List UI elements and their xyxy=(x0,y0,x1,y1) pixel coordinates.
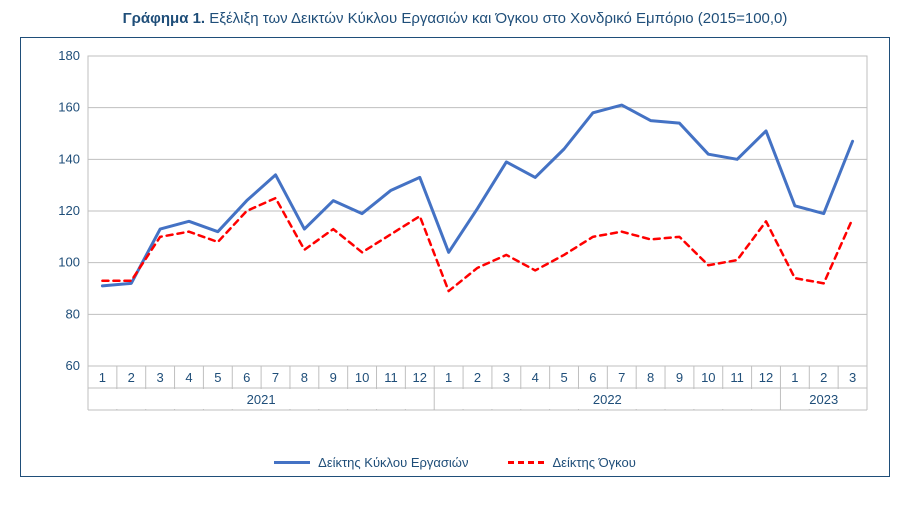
svg-text:3: 3 xyxy=(503,370,510,385)
svg-text:3: 3 xyxy=(849,370,856,385)
svg-text:2022: 2022 xyxy=(593,392,622,407)
svg-text:9: 9 xyxy=(676,370,683,385)
legend: Δείκτης Κύκλου Εργασιών Δείκτης Όγκου xyxy=(21,455,889,470)
svg-text:10: 10 xyxy=(701,370,715,385)
svg-text:12: 12 xyxy=(759,370,773,385)
svg-text:1: 1 xyxy=(791,370,798,385)
svg-text:2: 2 xyxy=(474,370,481,385)
svg-text:100: 100 xyxy=(58,255,80,270)
legend-swatch-volume xyxy=(508,461,544,464)
svg-text:180: 180 xyxy=(58,48,80,63)
title-rest: Εξέλιξη των Δεικτών Κύκλου Εργασιών και … xyxy=(205,10,787,27)
line-chart: 6080100120140160180123456789101112123456… xyxy=(33,46,879,426)
svg-text:1: 1 xyxy=(99,370,106,385)
svg-text:4: 4 xyxy=(185,370,192,385)
svg-text:160: 160 xyxy=(58,100,80,115)
svg-text:4: 4 xyxy=(532,370,539,385)
legend-item-volume: Δείκτης Όγκου xyxy=(508,455,635,470)
title-bold: Γράφημα 1. xyxy=(123,10,206,27)
svg-text:80: 80 xyxy=(66,306,80,321)
svg-text:10: 10 xyxy=(355,370,369,385)
legend-label-turnover: Δείκτης Κύκλου Εργασιών xyxy=(318,455,468,470)
svg-text:6: 6 xyxy=(589,370,596,385)
chart-box: 6080100120140160180123456789101112123456… xyxy=(20,37,890,477)
svg-text:140: 140 xyxy=(58,151,80,166)
svg-text:6: 6 xyxy=(243,370,250,385)
svg-text:2: 2 xyxy=(128,370,135,385)
svg-text:7: 7 xyxy=(272,370,279,385)
svg-text:9: 9 xyxy=(330,370,337,385)
svg-text:120: 120 xyxy=(58,203,80,218)
svg-text:12: 12 xyxy=(413,370,427,385)
svg-text:11: 11 xyxy=(384,370,398,385)
svg-text:2: 2 xyxy=(820,370,827,385)
svg-text:8: 8 xyxy=(647,370,654,385)
svg-text:3: 3 xyxy=(157,370,164,385)
svg-text:2023: 2023 xyxy=(809,392,838,407)
svg-text:5: 5 xyxy=(560,370,567,385)
legend-label-volume: Δείκτης Όγκου xyxy=(552,455,635,470)
svg-text:7: 7 xyxy=(618,370,625,385)
chart-container: Γράφημα 1. Εξέλιξη των Δεικτών Κύκλου Ερ… xyxy=(0,0,910,509)
svg-text:2021: 2021 xyxy=(247,392,276,407)
svg-text:11: 11 xyxy=(730,370,744,385)
svg-text:60: 60 xyxy=(66,358,80,373)
svg-text:1: 1 xyxy=(445,370,452,385)
svg-text:8: 8 xyxy=(301,370,308,385)
chart-title: Γράφημα 1. Εξέλιξη των Δεικτών Κύκλου Ερ… xyxy=(20,10,890,27)
legend-swatch-turnover xyxy=(274,461,310,464)
legend-item-turnover: Δείκτης Κύκλου Εργασιών xyxy=(274,455,468,470)
svg-text:5: 5 xyxy=(214,370,221,385)
